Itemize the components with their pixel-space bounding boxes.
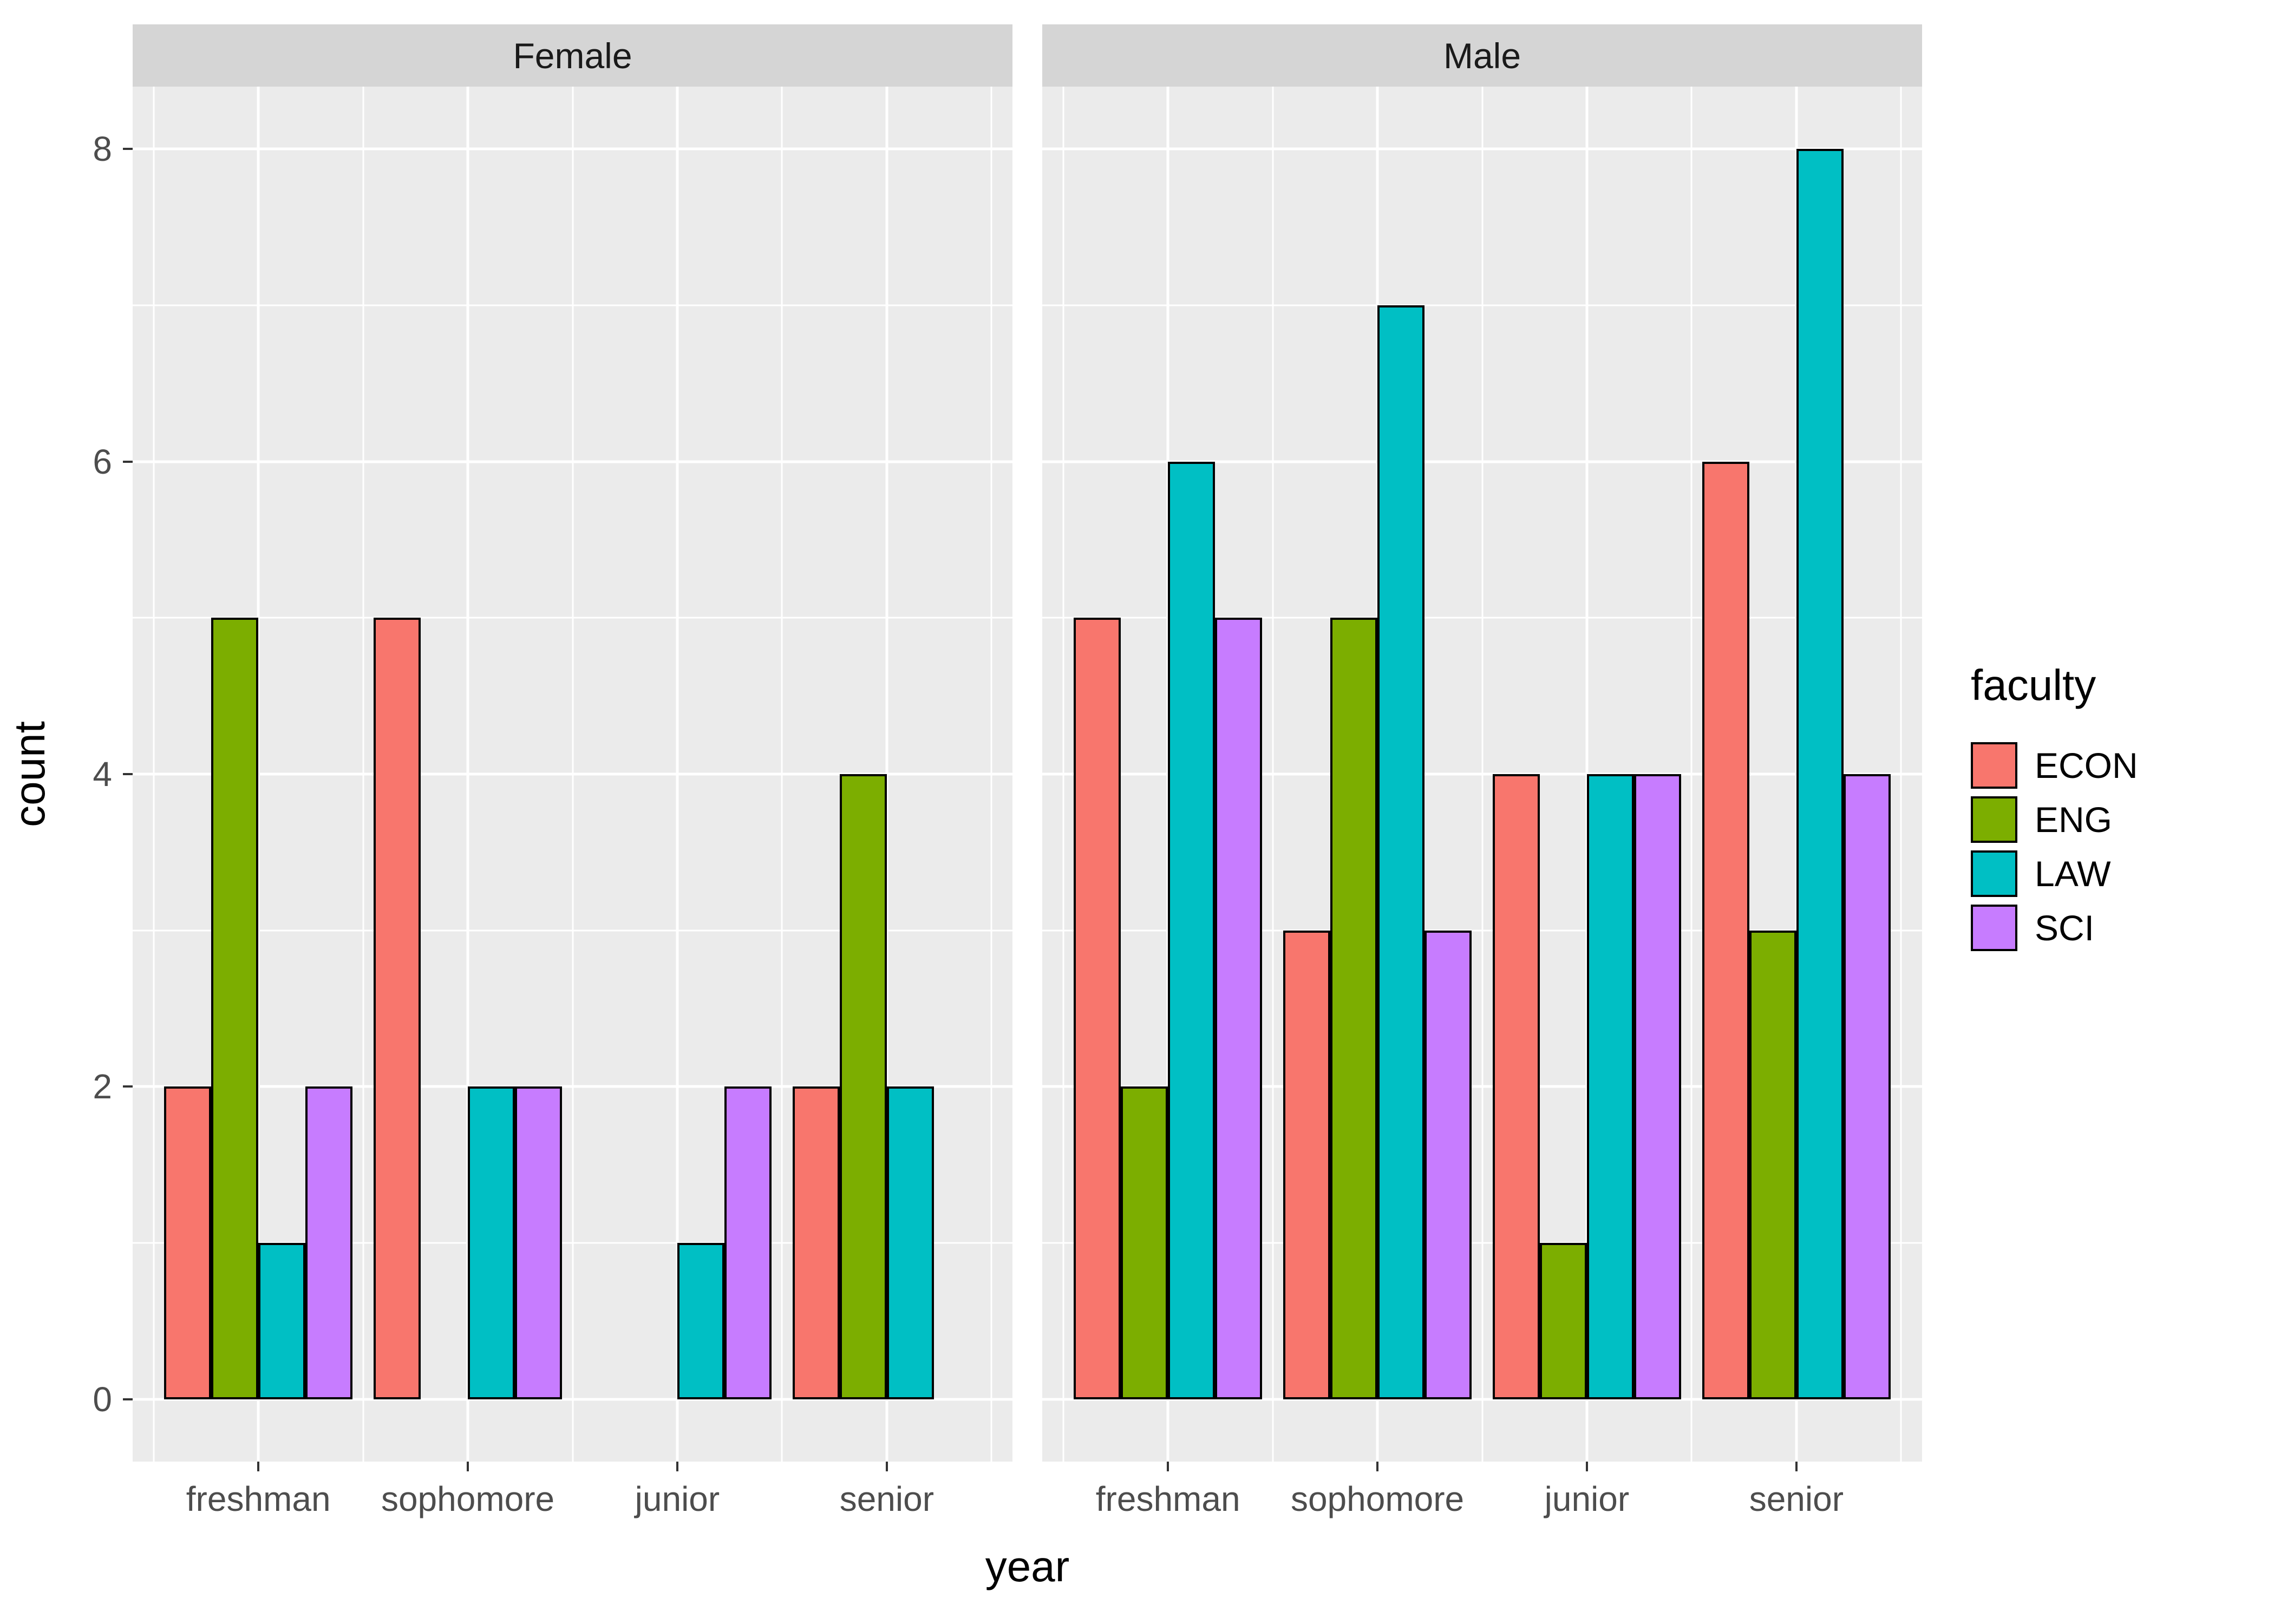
- x-tick-label-freshman: freshman: [1095, 1479, 1240, 1518]
- bar-male-senior-ENG: [1749, 930, 1796, 1399]
- legend-item-ENG: ENG: [1971, 796, 2274, 843]
- gridline-major-v: [676, 87, 679, 1462]
- bar-male-freshman-ENG: [1121, 1086, 1168, 1399]
- y-axis-title-area: count: [0, 87, 60, 1462]
- x-tick-mark-senior: [1795, 1462, 1798, 1471]
- legend-swatch-LAW: [1971, 850, 2017, 897]
- legend-swatch-ECON: [1971, 742, 2017, 789]
- bar-male-freshman-ECON: [1074, 618, 1121, 1399]
- bar-male-senior-ECON: [1702, 461, 1749, 1399]
- y-tick-mark-8: [123, 148, 133, 150]
- x-tick-label-sophomore: sophomore: [381, 1479, 555, 1518]
- bar-male-sophomore-ECON: [1283, 930, 1330, 1399]
- y-axis: 0 2 4 6 8: [60, 87, 133, 1462]
- gridline-minor-v: [1062, 87, 1064, 1462]
- x-tick-mark-junior: [676, 1462, 678, 1471]
- gridline-minor-v: [572, 87, 573, 1462]
- legend-label-LAW: LAW: [2035, 853, 2111, 894]
- bar-male-sophomore-LAW: [1377, 305, 1425, 1399]
- bar-female-sophomore-LAW: [468, 1086, 515, 1399]
- gridline-minor-v: [1900, 87, 1902, 1462]
- gridline-minor-v: [1272, 87, 1274, 1462]
- gridline-minor-v: [362, 87, 364, 1462]
- gridline-minor-v: [1690, 87, 1693, 1462]
- x-tick-label-junior: junior: [635, 1479, 720, 1518]
- legend-label-SCI: SCI: [2035, 907, 2095, 948]
- y-tick-label-8: 8: [93, 129, 112, 169]
- bar-female-senior-ENG: [839, 774, 887, 1399]
- bar-female-senior-ECON: [792, 1086, 840, 1399]
- bar-female-freshman-SCI: [305, 1086, 353, 1399]
- legend-label-ENG: ENG: [2035, 799, 2113, 840]
- y-tick-mark-2: [123, 1085, 133, 1088]
- bar-male-senior-SCI: [1843, 774, 1891, 1399]
- gridline-major-v: [257, 87, 260, 1462]
- bar-male-freshman-LAW: [1168, 461, 1216, 1399]
- gridline-minor-v: [1481, 87, 1483, 1462]
- y-tick-mark-6: [123, 460, 133, 463]
- bar-female-sophomore-SCI: [515, 1086, 563, 1399]
- facet-strip-male-label: Male: [1443, 35, 1521, 76]
- x-tick-label-freshman: freshman: [186, 1479, 331, 1518]
- gridline-minor-v: [990, 87, 992, 1462]
- legend-item-LAW: LAW: [1971, 850, 2274, 897]
- x-tick-mark-senior: [885, 1462, 888, 1471]
- legend-item-ECON: ECON: [1971, 742, 2274, 789]
- bar-male-sophomore-SCI: [1424, 930, 1472, 1399]
- x-axis-female: freshman sophomore junior senior: [133, 1462, 1012, 1532]
- facet-strip-female: Female: [133, 24, 1012, 87]
- x-tick-mark-sophomore: [1376, 1462, 1379, 1471]
- bar-female-freshman-ENG: [211, 618, 259, 1399]
- x-tick-label-junior: junior: [1544, 1479, 1630, 1518]
- y-tick-label-6: 6: [93, 442, 112, 481]
- x-axis-title: year: [985, 1542, 1070, 1590]
- gridline-major-v: [1585, 87, 1589, 1462]
- bar-female-senior-LAW: [886, 1086, 934, 1399]
- bar-female-freshman-ECON: [164, 1086, 212, 1399]
- legend-swatch-SCI: [1971, 904, 2017, 951]
- y-axis-title: count: [5, 721, 54, 827]
- bar-male-freshman-SCI: [1215, 618, 1263, 1399]
- x-axis-title-area: year: [133, 1532, 1922, 1619]
- x-tick-label-senior: senior: [839, 1479, 934, 1518]
- y-tick-label-0: 0: [93, 1379, 112, 1419]
- bar-female-freshman-LAW: [258, 1242, 306, 1399]
- bar-female-junior-SCI: [724, 1086, 772, 1399]
- bar-male-junior-LAW: [1586, 774, 1634, 1399]
- bar-male-junior-SCI: [1634, 774, 1682, 1399]
- bar-female-sophomore-ECON: [373, 618, 421, 1399]
- gridline-minor-v: [153, 87, 155, 1462]
- y-tick-mark-0: [123, 1398, 133, 1400]
- legend-item-SCI: SCI: [1971, 904, 2274, 951]
- legend: faculty ECON ENG LAW SCI: [1922, 0, 2274, 1619]
- x-tick-mark-junior: [1585, 1462, 1588, 1471]
- legend-label-ECON: ECON: [2035, 745, 2138, 785]
- gridline-major-v: [466, 87, 469, 1462]
- bar-male-senior-LAW: [1796, 149, 1844, 1399]
- legend-title: faculty: [1971, 660, 2096, 709]
- y-tick-label-4: 4: [93, 755, 112, 794]
- facet-strip-male: Male: [1042, 24, 1922, 87]
- y-tick-mark-4: [123, 773, 133, 775]
- gridline-minor-v: [781, 87, 783, 1462]
- panel-female: [133, 87, 1012, 1462]
- gridline-major-v: [885, 87, 888, 1462]
- facet-strip-female-label: Female: [513, 35, 632, 76]
- bar-male-junior-ENG: [1539, 1242, 1587, 1399]
- x-tick-mark-freshman: [257, 1462, 260, 1471]
- bar-male-junior-ECON: [1492, 774, 1540, 1399]
- legend-swatch-ENG: [1971, 796, 2017, 843]
- y-tick-label-2: 2: [93, 1067, 112, 1106]
- panel-male: [1042, 87, 1922, 1462]
- bar-male-sophomore-ENG: [1330, 618, 1378, 1399]
- legend-items: ECON ENG LAW SCI: [1971, 735, 2274, 959]
- x-tick-label-senior: senior: [1749, 1479, 1844, 1518]
- bar-female-junior-LAW: [677, 1242, 724, 1399]
- x-tick-mark-freshman: [1167, 1462, 1169, 1471]
- x-tick-label-sophomore: sophomore: [1290, 1479, 1465, 1518]
- x-tick-mark-sophomore: [467, 1462, 469, 1471]
- x-axis-male: freshman sophomore junior senior: [1042, 1462, 1922, 1532]
